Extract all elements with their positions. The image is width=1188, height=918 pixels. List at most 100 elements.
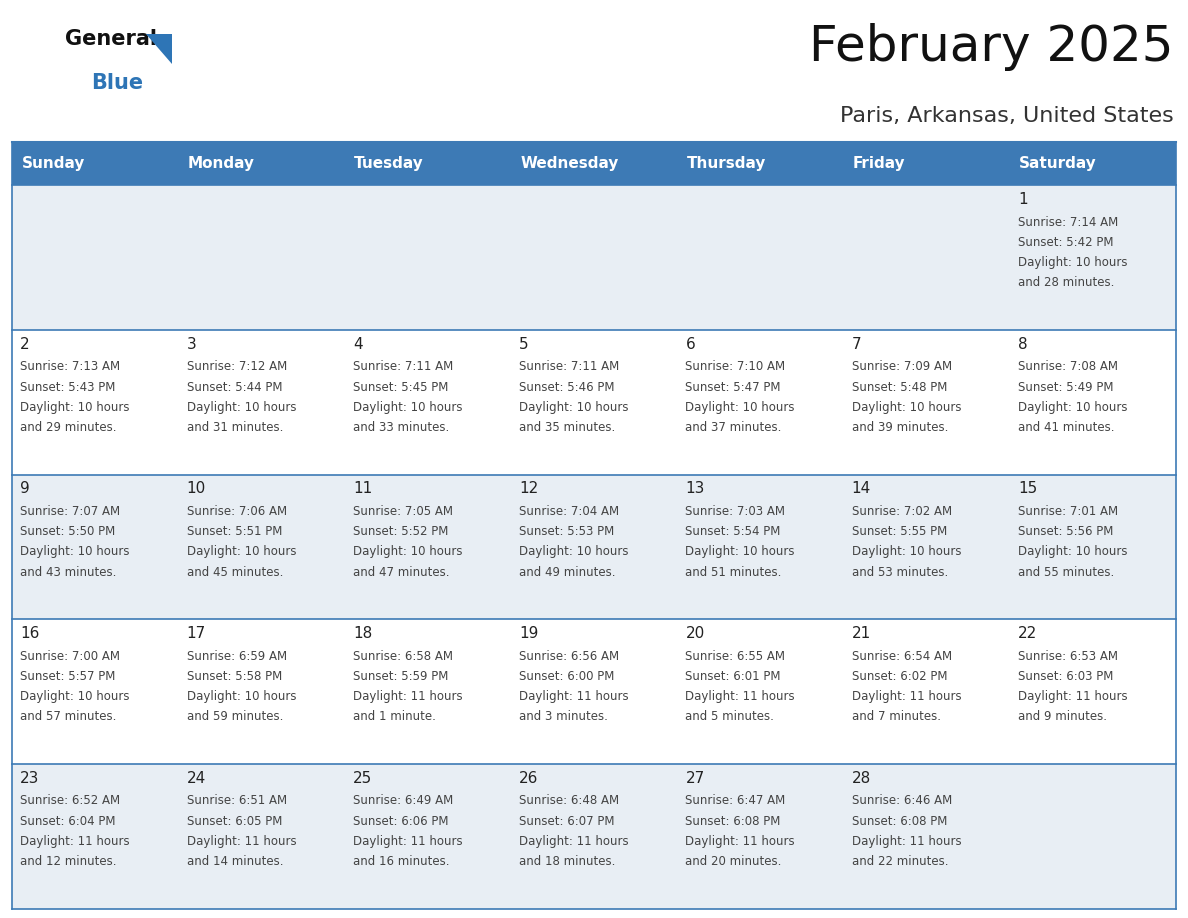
Text: Daylight: 10 hours: Daylight: 10 hours: [519, 545, 628, 558]
Bar: [1010, 142, 1176, 185]
Text: Daylight: 10 hours: Daylight: 10 hours: [685, 401, 795, 414]
Text: Sunset: 5:43 PM: Sunset: 5:43 PM: [20, 381, 115, 394]
Bar: [843, 185, 1010, 330]
Text: Daylight: 11 hours: Daylight: 11 hours: [187, 834, 296, 848]
Text: 14: 14: [852, 481, 871, 497]
Text: and 28 minutes.: and 28 minutes.: [1018, 276, 1114, 289]
Text: 15: 15: [1018, 481, 1037, 497]
Text: Sunset: 6:07 PM: Sunset: 6:07 PM: [519, 814, 614, 828]
Text: 8: 8: [1018, 337, 1028, 352]
Text: Sunrise: 7:03 AM: Sunrise: 7:03 AM: [685, 505, 785, 518]
Text: 18: 18: [353, 626, 372, 641]
Text: Sunrise: 7:04 AM: Sunrise: 7:04 AM: [519, 505, 619, 518]
Bar: [677, 142, 843, 185]
Text: and 35 minutes.: and 35 minutes.: [519, 421, 615, 434]
Bar: [511, 142, 677, 185]
Text: Sunset: 5:50 PM: Sunset: 5:50 PM: [20, 525, 115, 538]
Text: Sunset: 5:57 PM: Sunset: 5:57 PM: [20, 670, 115, 683]
Bar: [1010, 764, 1176, 909]
Text: 16: 16: [20, 626, 39, 641]
Bar: [843, 475, 1010, 620]
Text: Sunrise: 7:11 AM: Sunrise: 7:11 AM: [353, 361, 453, 374]
Bar: [12, 185, 178, 330]
Text: 10: 10: [187, 481, 206, 497]
Text: Sunrise: 7:01 AM: Sunrise: 7:01 AM: [1018, 505, 1118, 518]
Text: and 57 minutes.: and 57 minutes.: [20, 711, 116, 723]
Bar: [12, 764, 178, 909]
Text: Daylight: 11 hours: Daylight: 11 hours: [852, 834, 961, 848]
Text: Sunset: 5:58 PM: Sunset: 5:58 PM: [187, 670, 282, 683]
Text: Sunrise: 6:49 AM: Sunrise: 6:49 AM: [353, 794, 453, 808]
Text: Sunrise: 7:05 AM: Sunrise: 7:05 AM: [353, 505, 453, 518]
Bar: [677, 475, 843, 620]
Text: 26: 26: [519, 770, 538, 786]
Text: Daylight: 10 hours: Daylight: 10 hours: [187, 401, 296, 414]
Text: Sunset: 5:54 PM: Sunset: 5:54 PM: [685, 525, 781, 538]
Text: Sunrise: 6:46 AM: Sunrise: 6:46 AM: [852, 794, 952, 808]
Text: Sunset: 5:49 PM: Sunset: 5:49 PM: [1018, 381, 1113, 394]
Text: Sunrise: 6:51 AM: Sunrise: 6:51 AM: [187, 794, 286, 808]
Text: Sunset: 6:05 PM: Sunset: 6:05 PM: [187, 814, 282, 828]
Bar: [12, 142, 178, 185]
Text: Sunset: 6:04 PM: Sunset: 6:04 PM: [20, 814, 115, 828]
Text: 13: 13: [685, 481, 704, 497]
Text: and 18 minutes.: and 18 minutes.: [519, 855, 615, 868]
Text: Sunrise: 7:08 AM: Sunrise: 7:08 AM: [1018, 361, 1118, 374]
Text: and 33 minutes.: and 33 minutes.: [353, 421, 449, 434]
Text: Sunset: 5:47 PM: Sunset: 5:47 PM: [685, 381, 781, 394]
Bar: [677, 330, 843, 475]
Text: Sunrise: 6:55 AM: Sunrise: 6:55 AM: [685, 650, 785, 663]
Text: 19: 19: [519, 626, 538, 641]
Text: Daylight: 10 hours: Daylight: 10 hours: [685, 545, 795, 558]
Bar: [178, 475, 345, 620]
Text: 21: 21: [852, 626, 871, 641]
Text: 11: 11: [353, 481, 372, 497]
Text: and 59 minutes.: and 59 minutes.: [187, 711, 283, 723]
Text: Sunrise: 7:06 AM: Sunrise: 7:06 AM: [187, 505, 286, 518]
Bar: [178, 185, 345, 330]
Bar: [178, 620, 345, 764]
Text: and 41 minutes.: and 41 minutes.: [1018, 421, 1114, 434]
Text: Daylight: 10 hours: Daylight: 10 hours: [187, 545, 296, 558]
Text: Daylight: 11 hours: Daylight: 11 hours: [685, 834, 795, 848]
Bar: [843, 764, 1010, 909]
Text: Daylight: 11 hours: Daylight: 11 hours: [852, 690, 961, 703]
Text: February 2025: February 2025: [809, 23, 1174, 71]
Text: Sunset: 5:51 PM: Sunset: 5:51 PM: [187, 525, 282, 538]
Bar: [843, 330, 1010, 475]
Text: 28: 28: [852, 770, 871, 786]
Text: Sunset: 5:56 PM: Sunset: 5:56 PM: [1018, 525, 1113, 538]
Text: and 53 minutes.: and 53 minutes.: [852, 565, 948, 578]
Polygon shape: [146, 34, 172, 64]
Bar: [345, 620, 511, 764]
Text: Daylight: 11 hours: Daylight: 11 hours: [519, 834, 628, 848]
Text: Tuesday: Tuesday: [354, 156, 424, 172]
Text: 9: 9: [20, 481, 30, 497]
Text: 7: 7: [852, 337, 861, 352]
Bar: [345, 764, 511, 909]
Text: and 43 minutes.: and 43 minutes.: [20, 565, 116, 578]
Bar: [12, 620, 178, 764]
Bar: [677, 185, 843, 330]
Text: Sunrise: 6:59 AM: Sunrise: 6:59 AM: [187, 650, 286, 663]
Text: 17: 17: [187, 626, 206, 641]
Text: Sunset: 6:02 PM: Sunset: 6:02 PM: [852, 670, 947, 683]
Text: Sunset: 5:59 PM: Sunset: 5:59 PM: [353, 670, 448, 683]
Bar: [1010, 620, 1176, 764]
Text: 12: 12: [519, 481, 538, 497]
Text: Daylight: 10 hours: Daylight: 10 hours: [852, 401, 961, 414]
Text: Daylight: 10 hours: Daylight: 10 hours: [353, 545, 462, 558]
Text: and 51 minutes.: and 51 minutes.: [685, 565, 782, 578]
Text: and 5 minutes.: and 5 minutes.: [685, 711, 775, 723]
Text: and 22 minutes.: and 22 minutes.: [852, 855, 948, 868]
Bar: [677, 620, 843, 764]
Text: Daylight: 11 hours: Daylight: 11 hours: [519, 690, 628, 703]
Text: and 3 minutes.: and 3 minutes.: [519, 711, 608, 723]
Text: Daylight: 10 hours: Daylight: 10 hours: [20, 401, 129, 414]
Bar: [12, 330, 178, 475]
Bar: [1010, 330, 1176, 475]
Bar: [1010, 475, 1176, 620]
Text: Daylight: 10 hours: Daylight: 10 hours: [20, 690, 129, 703]
Text: Sunrise: 6:53 AM: Sunrise: 6:53 AM: [1018, 650, 1118, 663]
Bar: [511, 620, 677, 764]
